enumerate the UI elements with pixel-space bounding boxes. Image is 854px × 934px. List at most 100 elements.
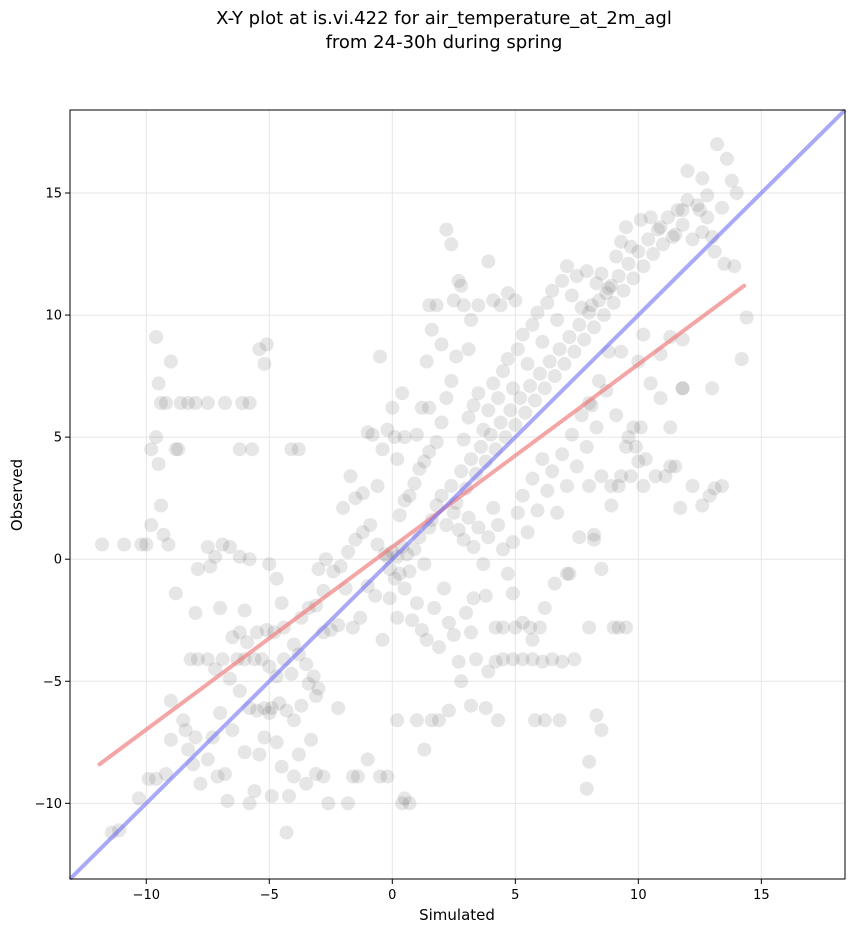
scatter-point — [269, 571, 284, 586]
scatter-point — [619, 439, 633, 454]
scatter-point — [579, 264, 594, 279]
scatter-point — [397, 581, 412, 596]
scatter-point — [552, 713, 567, 728]
scatter-point — [345, 620, 360, 635]
scatter-point — [336, 500, 351, 515]
scatter-point — [715, 479, 729, 493]
scatter-point — [508, 620, 523, 635]
scatter-point — [220, 793, 235, 808]
scatter-point — [582, 754, 597, 769]
scatter-point — [727, 259, 742, 274]
scatter-point — [542, 354, 557, 369]
scatter-point — [301, 676, 316, 691]
scatter-point — [582, 305, 597, 320]
scatter-point — [471, 386, 486, 401]
scatter-point — [225, 630, 240, 645]
scatter-point — [417, 557, 432, 572]
scatter-point — [414, 623, 429, 637]
scatter-point — [555, 654, 570, 669]
scatter-point — [641, 232, 656, 247]
scatter-point — [200, 396, 215, 410]
scatter-point — [429, 435, 444, 449]
scatter-point — [636, 259, 651, 274]
scatter-point — [660, 210, 675, 225]
scatter-point — [390, 452, 405, 467]
scatter-point — [163, 354, 178, 369]
scatter-point — [545, 283, 560, 298]
scatter-point — [154, 498, 168, 513]
scatter-point — [417, 454, 432, 469]
scatter-point — [304, 732, 319, 747]
scatter-point — [117, 537, 132, 552]
scatter-point — [168, 442, 183, 457]
scatter-point — [222, 540, 237, 554]
scatter-point — [547, 576, 562, 591]
scatter-point — [437, 581, 451, 596]
x-tick-label: 5 — [511, 888, 519, 903]
scatter-point — [407, 476, 422, 491]
scatter-point — [599, 286, 614, 301]
scatter-point — [299, 657, 314, 672]
scatter-point — [432, 640, 446, 655]
scatter-point — [481, 664, 496, 679]
scatter-point — [555, 273, 570, 288]
scatter-point — [540, 295, 555, 310]
scatter-point — [550, 505, 565, 520]
scatter-point — [646, 247, 661, 261]
scatter-point — [368, 588, 383, 603]
scatter-point — [579, 439, 594, 454]
scatter-point — [500, 352, 515, 366]
scatter-point — [589, 708, 604, 723]
scatter-point — [439, 518, 454, 532]
scatter-point — [540, 483, 555, 498]
scatter-point — [200, 652, 215, 667]
scatter-point — [173, 396, 188, 410]
scatter-point — [643, 376, 658, 391]
scatter-point — [638, 452, 653, 467]
scatter-point — [397, 493, 412, 508]
scatter-point — [469, 652, 483, 667]
scatter-point — [326, 564, 341, 579]
scatter-point — [259, 623, 274, 637]
scatter-point — [419, 354, 434, 369]
scatter-point — [555, 447, 570, 462]
scatter-point — [348, 532, 363, 547]
scatter-point — [614, 469, 629, 484]
scatter-point — [609, 408, 624, 423]
scatter-point — [611, 269, 626, 283]
scatter-point — [481, 254, 496, 269]
scatter-point — [478, 701, 493, 716]
scatter-point — [564, 427, 579, 442]
scatter-point — [355, 486, 370, 501]
scatter-point — [604, 498, 619, 513]
scatter-point — [530, 305, 545, 320]
scatter-point — [582, 479, 597, 493]
scatter-point — [272, 696, 287, 711]
scatter-point — [188, 730, 203, 745]
scatter-point — [614, 344, 629, 359]
scatter-point — [587, 527, 601, 542]
scatter-point — [350, 769, 365, 784]
scatter-point — [395, 796, 410, 811]
scatter-point — [392, 508, 407, 523]
scatter-point — [624, 469, 638, 484]
scatter-point — [385, 400, 400, 415]
x-axis-label: Simulated — [419, 906, 495, 924]
scatter-point — [257, 730, 272, 745]
scatter-point — [648, 469, 663, 484]
scatter-point — [286, 713, 301, 728]
plot-frame — [69, 109, 846, 880]
scatter-point — [695, 498, 710, 513]
scatter-point — [582, 620, 597, 635]
scatter-point — [245, 442, 260, 457]
scatter-point — [373, 349, 387, 364]
scatter-point — [715, 200, 729, 215]
scatter-point — [309, 767, 323, 781]
y-tick-label: 10 — [45, 309, 62, 324]
scatter-point — [459, 605, 474, 620]
scatter-point — [370, 537, 385, 552]
scatter-point — [232, 549, 247, 564]
scatter-point — [188, 396, 203, 410]
scatter-point — [306, 669, 321, 684]
